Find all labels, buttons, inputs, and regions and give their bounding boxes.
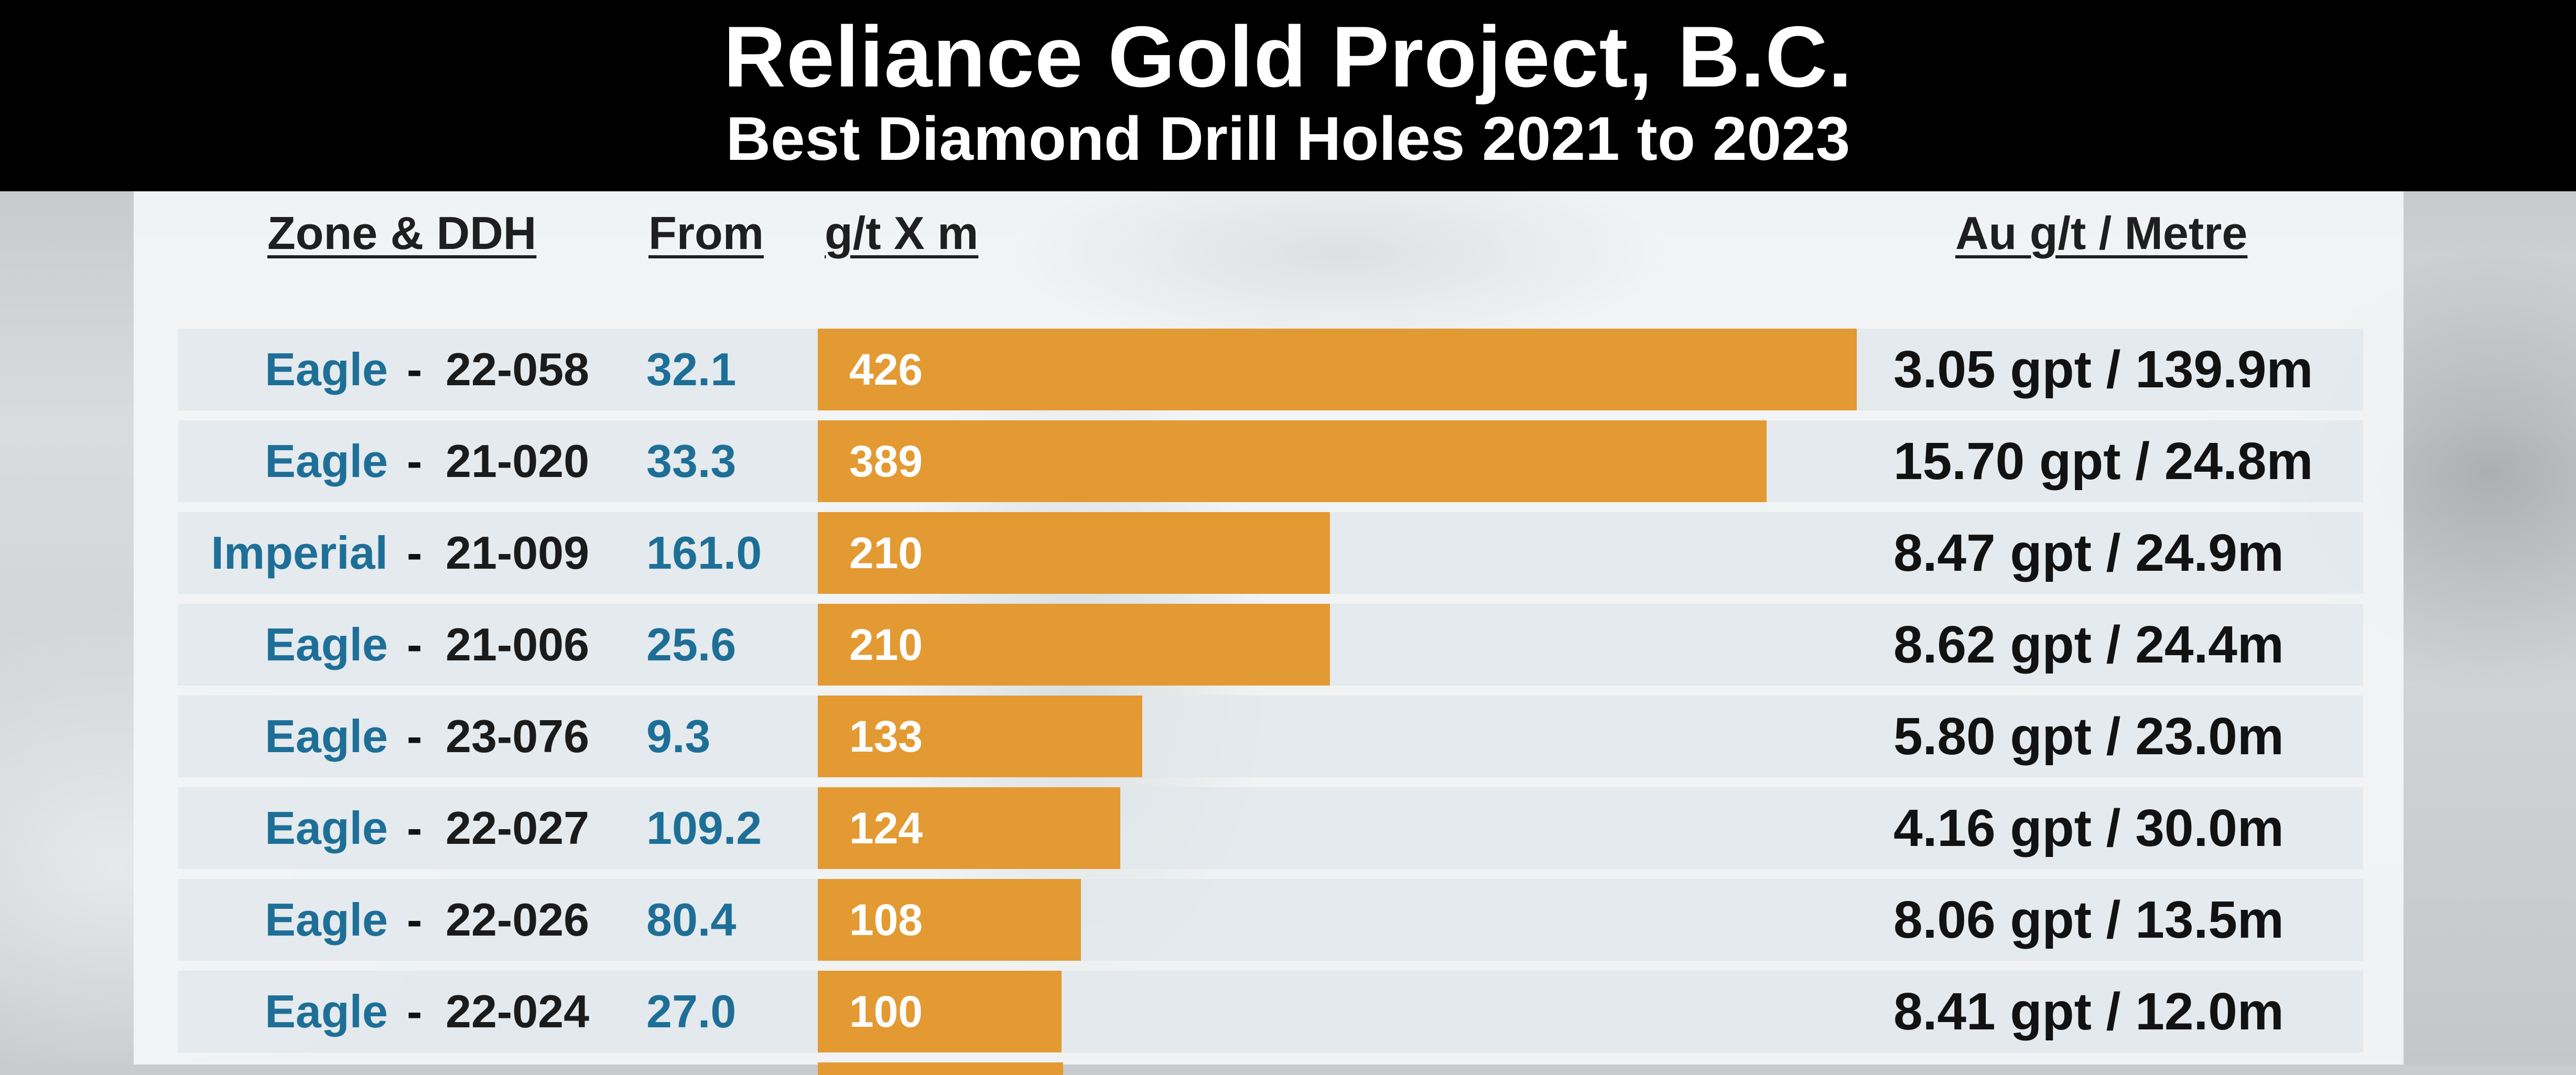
- zone-name: Imperial: [211, 527, 388, 579]
- from-depth: 27.0: [646, 985, 737, 1037]
- table-row: Eagle -21-006 25.6 210 8.62 gpt / 24.4m: [178, 604, 2363, 686]
- table-row: Imperial -21-009 161.0 210 8.47 gpt / 24.9m: [178, 512, 2363, 594]
- table-row: Eagle -22-024 27.0 100 8.41 gpt / 12.0m: [178, 971, 2363, 1052]
- bar: 389: [818, 420, 1767, 502]
- zone-separator: -: [407, 435, 423, 487]
- bar-value-label: 108: [849, 895, 923, 944]
- bar: 210: [818, 604, 1330, 686]
- zone-name: Eagle: [265, 985, 388, 1037]
- zone-separator: -: [407, 985, 423, 1037]
- from-depth: 161.0: [646, 527, 762, 579]
- table-row: Eagle -23-076 9.3 133 5.80 gpt / 23.0m: [178, 696, 2363, 777]
- drill-hole-id: 22-024: [446, 985, 590, 1037]
- zone-separator: -: [407, 894, 423, 946]
- from-depth: 9.3: [646, 710, 711, 762]
- grade-per-metre: 3.05 gpt / 139.9m: [1893, 340, 2313, 399]
- from-depth: 33.3: [646, 435, 737, 487]
- zone-separator: -: [407, 618, 423, 670]
- chart-subtitle: Best Diamond Drill Holes 2021 to 2023: [726, 104, 1850, 173]
- zone-name: Eagle: [265, 343, 388, 395]
- grade-per-metre: 8.47 gpt / 24.9m: [1893, 524, 2284, 582]
- drill-hole-id: 21-009: [446, 527, 590, 579]
- zone-name: Eagle: [265, 435, 388, 487]
- drill-hole-id: 22-026: [446, 894, 590, 946]
- grade-per-metre: 8.41 gpt / 12.0m: [1893, 982, 2284, 1041]
- bar: 426: [818, 329, 1857, 410]
- from-depth: 80.4: [646, 894, 737, 946]
- column-header-gtxm: g/t X m: [825, 207, 979, 259]
- zone-separator: -: [407, 343, 423, 395]
- bar-value-label: 210: [849, 620, 923, 669]
- bar-value-label: 426: [849, 345, 923, 394]
- drill-hole-id: 23-076: [446, 710, 590, 762]
- bar: 210: [818, 512, 1330, 594]
- bar: 108: [818, 879, 1081, 961]
- bar-value-label: 389: [849, 437, 923, 486]
- grade-per-metre: 5.80 gpt / 23.0m: [1893, 707, 2284, 766]
- from-depth: 109.2: [646, 802, 762, 854]
- bar-value-label: 124: [849, 803, 923, 853]
- drill-hole-id: 22-058: [446, 343, 590, 395]
- from-depth: 32.1: [646, 343, 737, 395]
- title-banner: Reliance Gold Project, B.C. Best Diamond…: [0, 0, 2576, 191]
- grade-per-metre: 4.16 gpt / 30.0m: [1893, 799, 2284, 857]
- bar-value-label: 100: [849, 987, 923, 1036]
- zone-name: Eagle: [265, 802, 388, 854]
- bar-value-label: 210: [849, 528, 923, 578]
- column-header-from: From: [648, 207, 764, 259]
- drill-hole-id: 21-006: [446, 618, 590, 670]
- grade-per-metre: 8.62 gpt / 24.4m: [1893, 615, 2284, 674]
- table-row: Eagle -21-020 33.3 389 15.70 gpt / 24.8m: [178, 420, 2363, 502]
- table-row: Eagle -22-026 80.4 108 8.06 gpt / 13.5m: [178, 879, 2363, 961]
- table-row: Eagle -22-058 32.1 426 3.05 gpt / 139.9m: [178, 329, 2363, 410]
- column-header-au: Au g/t / Metre: [1955, 207, 2248, 259]
- bar: 133: [818, 696, 1142, 777]
- grade-per-metre: 15.70 gpt / 24.8m: [1893, 432, 2313, 491]
- bar-value-label: 133: [849, 712, 923, 761]
- table-row: Eagle -22-027 109.2 124 4.16 gpt / 30.0m: [178, 787, 2363, 869]
- drill-hole-id: 21-020: [446, 435, 590, 487]
- drill-hole-id: 22-027: [446, 802, 590, 854]
- zone-name: Eagle: [265, 618, 388, 670]
- chart-title: Reliance Gold Project, B.C.: [723, 8, 1853, 105]
- column-header-zone-ddh: Zone & DDH: [267, 207, 537, 259]
- zone-separator: -: [407, 710, 423, 762]
- grade-per-metre: 8.06 gpt / 13.5m: [1893, 891, 2284, 949]
- zone-separator: -: [407, 527, 423, 579]
- zone-name: Eagle: [265, 894, 388, 946]
- zone-separator: -: [407, 802, 423, 854]
- bar: 100: [818, 971, 1062, 1052]
- bar: 124: [818, 787, 1120, 869]
- from-depth: 25.6: [646, 618, 737, 670]
- zone-name: Eagle: [265, 710, 388, 762]
